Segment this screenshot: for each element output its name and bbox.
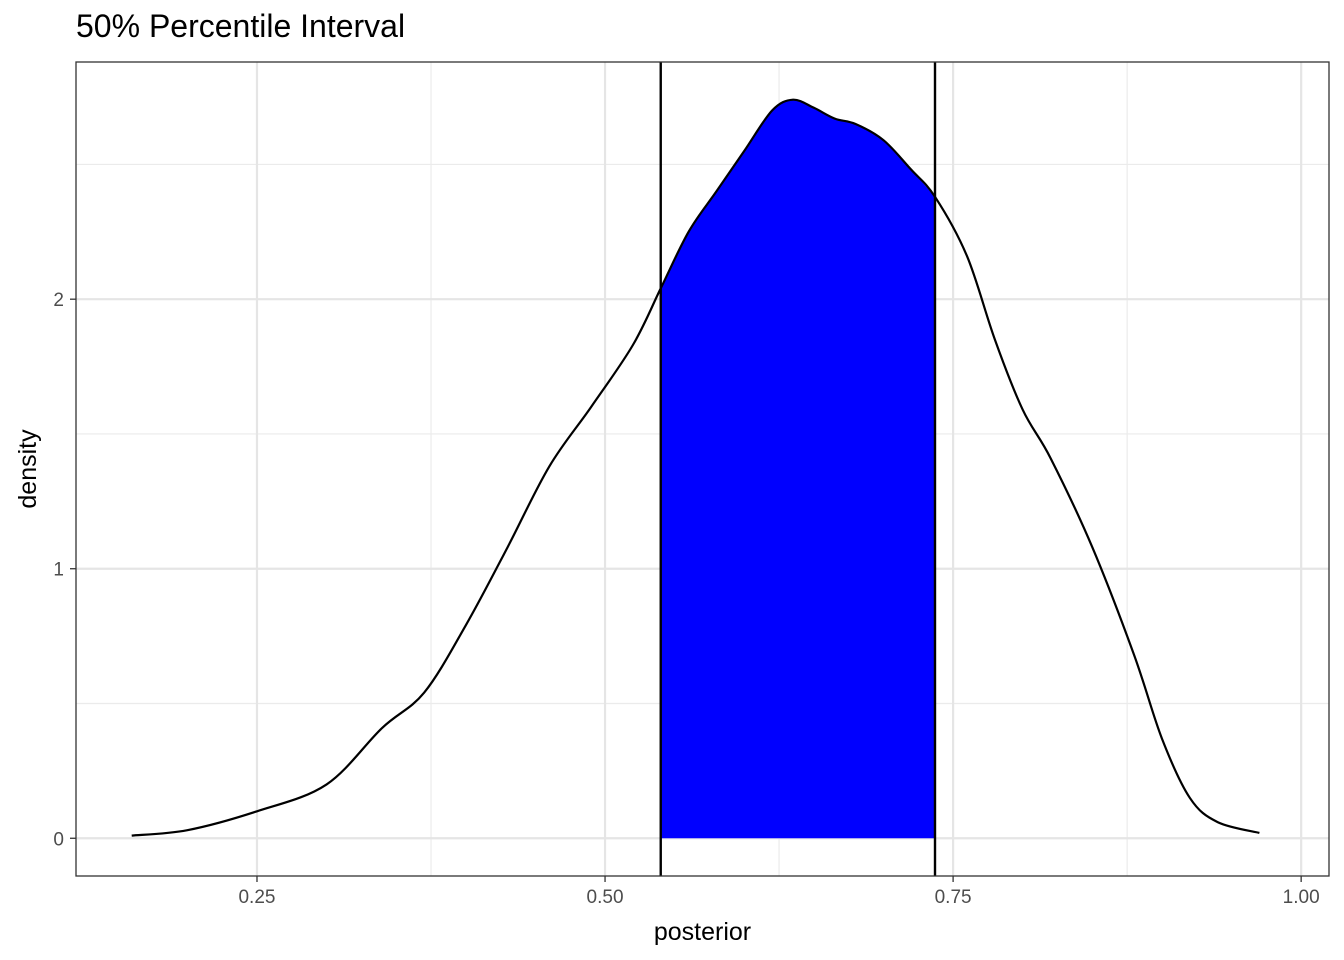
chart-title: 50% Percentile Interval	[76, 8, 406, 44]
x-tick-label: 0.50	[587, 887, 624, 908]
x-axis-title: posterior	[654, 918, 751, 946]
x-tick-label: 0.75	[935, 887, 972, 908]
x-axis: 0.25 0.50 0.75 1.00	[238, 876, 1320, 908]
x-tick-label: 0.25	[238, 887, 275, 908]
y-tick-label: 1	[53, 560, 64, 581]
y-tick-label: 2	[53, 290, 64, 311]
density-curve	[131, 98, 1260, 837]
y-axis: 0 1 2	[53, 290, 76, 850]
x-tick-label: 1.00	[1283, 887, 1320, 908]
y-tick-label: 0	[53, 829, 64, 850]
interval-fill-area	[660, 99, 935, 839]
y-axis-title: density	[14, 429, 42, 509]
panel-border	[75, 61, 1330, 877]
